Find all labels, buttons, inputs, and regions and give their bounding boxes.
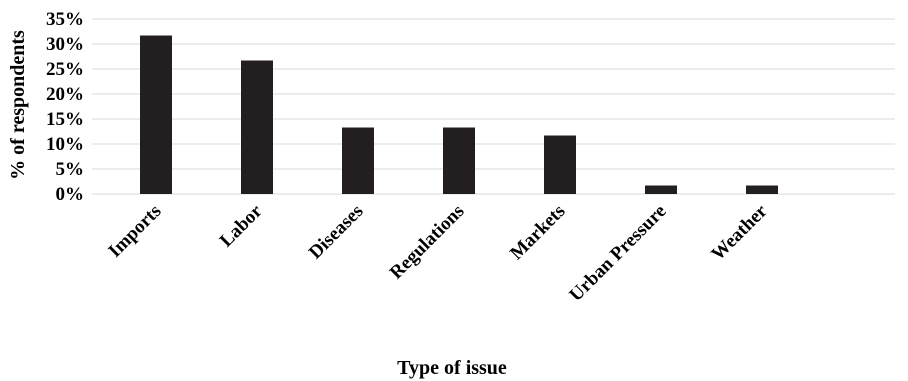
bars xyxy=(140,35,778,194)
y-tick-label: 35% xyxy=(46,9,84,30)
y-tick-label: 5% xyxy=(56,159,85,180)
y-tick-label: 25% xyxy=(46,59,84,80)
y-tick-label: 0% xyxy=(56,184,85,205)
bar-imports xyxy=(140,35,172,194)
x-tick-label: Diseases xyxy=(305,201,368,264)
bar-labor xyxy=(241,60,273,194)
gridlines xyxy=(92,18,895,195)
bar-diseases xyxy=(342,127,374,194)
bar-regulations xyxy=(443,127,475,194)
y-tick-label: 30% xyxy=(46,34,84,55)
y-axis-title: % of respondents xyxy=(7,30,29,180)
x-axis-title: Type of issue xyxy=(397,357,507,379)
y-tick-label: 10% xyxy=(46,134,84,155)
x-tick-label: Weather xyxy=(707,200,771,264)
y-tick-label: 20% xyxy=(46,84,84,105)
x-tick-label: Imports xyxy=(104,201,165,262)
x-tick-label: Markets xyxy=(506,201,569,264)
x-tick-label: Labor xyxy=(216,200,267,251)
bar-weather xyxy=(746,185,778,194)
x-tick-label: Regulations xyxy=(386,201,469,284)
x-tick-label: Urban Pressure xyxy=(565,201,670,306)
y-axis-ticks: 0% 5% 10% 15% 20% 25% 30% 35% xyxy=(46,9,84,205)
bar-urban-pressure xyxy=(645,185,677,194)
bar-markets xyxy=(544,135,576,194)
x-axis-ticks: Imports Labor Diseases Regulations MarketsUr… xyxy=(104,200,772,305)
y-tick-label: 15% xyxy=(46,109,84,130)
